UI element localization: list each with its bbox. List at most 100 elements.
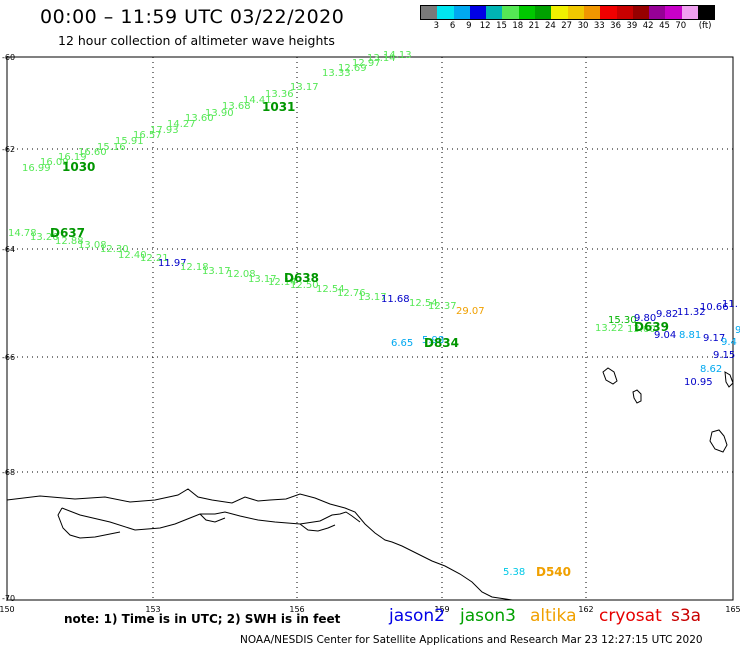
longitude-label: 159: [434, 605, 449, 614]
wave-height-value: 12.76: [337, 288, 366, 299]
wave-height-value: 13.17: [202, 266, 231, 277]
wave-height-value: 13.22: [595, 323, 624, 334]
wave-height-value: 10.66: [700, 302, 729, 313]
latitude-label: -60: [2, 53, 15, 62]
track-label: D638: [284, 271, 319, 285]
latitude-label: -64: [2, 245, 15, 254]
footer-credit: NOAA/NESDIS Center for Satellite Applica…: [240, 634, 703, 646]
wave-height-value: 12.40: [118, 250, 147, 261]
latitude-label: -68: [2, 468, 15, 477]
color-swatch: [437, 6, 454, 19]
wave-height-value: 8.62: [700, 364, 722, 375]
wave-height-value: 5.98: [422, 335, 444, 346]
wave-height-value: 8.81: [679, 330, 701, 341]
map-title: 00:00 – 11:59 UTC 03/22/2020: [40, 6, 345, 28]
color-scale-tick: 42: [642, 21, 654, 31]
antarctic-coast: [6, 488, 513, 601]
color-swatch: [698, 6, 715, 19]
color-swatch: [518, 6, 536, 19]
wave-height-value: 14.13: [383, 50, 412, 61]
wave-height-value: 12.54: [316, 284, 345, 295]
legend-item-cryosat: cryosat: [599, 606, 662, 626]
wave-height-value: 10.95: [684, 377, 713, 388]
color-swatch: [649, 6, 666, 19]
wave-height-value: 9.15: [713, 350, 735, 361]
map-subtitle: 12 hour collection of altimeter wave hei…: [58, 33, 335, 48]
wave-height-value: 13.68: [222, 101, 251, 112]
wave-height-value: 16.99: [22, 163, 51, 174]
color-scale-tick: 33: [593, 21, 605, 31]
wave-height-value: 13.17: [358, 292, 387, 303]
track-label: D834: [424, 336, 459, 350]
longitude-label: 165: [725, 605, 740, 614]
color-swatch: [616, 6, 633, 19]
wave-height-value: 9.04: [654, 330, 676, 341]
color-swatch: [681, 6, 699, 19]
color-scale-tick: 27: [561, 21, 573, 31]
wave-height-value: 16.57: [133, 130, 162, 141]
color-scale-unit: (ft): [698, 21, 712, 31]
color-swatch: [567, 6, 584, 19]
wave-height-value: 13.17: [248, 274, 277, 285]
color-scale-tick: 39: [626, 21, 638, 31]
wave-height-value: 11.68: [381, 294, 410, 305]
color-scale-tick: 70: [675, 21, 687, 31]
wave-height-value: 9: [735, 325, 740, 336]
color-scale-tick: 3: [433, 21, 440, 31]
wave-height-value: 13.08: [78, 240, 107, 251]
axis-labels: -60 -62 -64 -66 -68 -70 150 153 156 159 162 165: [0, 53, 740, 614]
track-label: 1030: [62, 160, 95, 174]
wave-height-value: 14.78: [8, 228, 37, 239]
color-swatch: [486, 6, 503, 19]
wave-height-value: 15.30: [608, 315, 637, 326]
color-scale-tick: 45: [659, 21, 670, 31]
color-scale-tick: 9: [466, 21, 472, 31]
wave-height-value: 15.91: [115, 136, 144, 147]
wave-height-value: 12.88: [55, 236, 84, 247]
wave-height-value: 29.07: [456, 306, 485, 317]
wave-height-value: 12.18: [180, 262, 209, 273]
wave-height-value: 12.30: [100, 244, 129, 255]
track-label: D639: [634, 320, 669, 334]
longitude-label: 162: [578, 605, 593, 614]
color-swatch: [453, 6, 470, 19]
wave-height-value: 9.4: [721, 337, 737, 348]
wave-height-value: 12.50: [290, 280, 319, 291]
wave-height-value: 12.97: [352, 58, 381, 69]
color-scale-tick: 21: [528, 21, 540, 31]
wave-height-value: 11.97: [158, 258, 187, 269]
wave-height-value: 9.82: [656, 309, 678, 320]
wave-height-value: 13.90: [205, 108, 234, 119]
island-4: [724, 371, 734, 388]
map-frame: [6, 56, 734, 601]
color-scale-legend: 3 6 9 12 15 18 21 24 27 30 33 36 39 42 45 70 (ft): [420, 5, 716, 32]
wave-height-value: 13.17: [290, 82, 319, 93]
track-label: D637: [50, 226, 85, 240]
island-2: [632, 389, 642, 404]
wave-height-values: 16.9916.0916.1916.6015.1615.9116.5717.93…: [8, 50, 740, 578]
graticule: [7, 57, 733, 600]
color-scale-swatches: [420, 5, 716, 20]
wave-height-value: 17.93: [150, 125, 179, 136]
latitude-label: -66: [2, 353, 15, 362]
legend-item-altika: altika: [530, 606, 577, 626]
track-label: 1031: [262, 100, 295, 114]
color-scale-tick: 30: [577, 21, 589, 31]
track-labels: 1030 1031 D637 D638 D834 D639 D540: [50, 100, 669, 579]
longitude-label: 150: [0, 605, 15, 614]
longitude-label: 156: [289, 605, 304, 614]
wave-height-value: 12.37: [428, 301, 457, 312]
wave-height-value: 11.: [722, 299, 738, 310]
legend-item-jason2: jason2: [389, 606, 445, 626]
wave-height-value: 13.33: [322, 68, 351, 79]
legend-item-s3a: s3a: [671, 606, 702, 626]
color-scale-labels: 3 6 9 12 15 18 21 24 27 30 33 36 39 42 45 70 (ft): [420, 20, 715, 32]
legend-item-jason3: jason3: [460, 606, 516, 626]
wave-height-value: 13.36: [265, 89, 294, 100]
wave-height-value: 5.38: [503, 567, 525, 578]
color-scale-tick: 24: [544, 21, 556, 31]
wave-height-value: 13.26: [30, 232, 59, 243]
wave-height-value: 9.80: [634, 313, 656, 324]
island-1: [602, 367, 618, 385]
